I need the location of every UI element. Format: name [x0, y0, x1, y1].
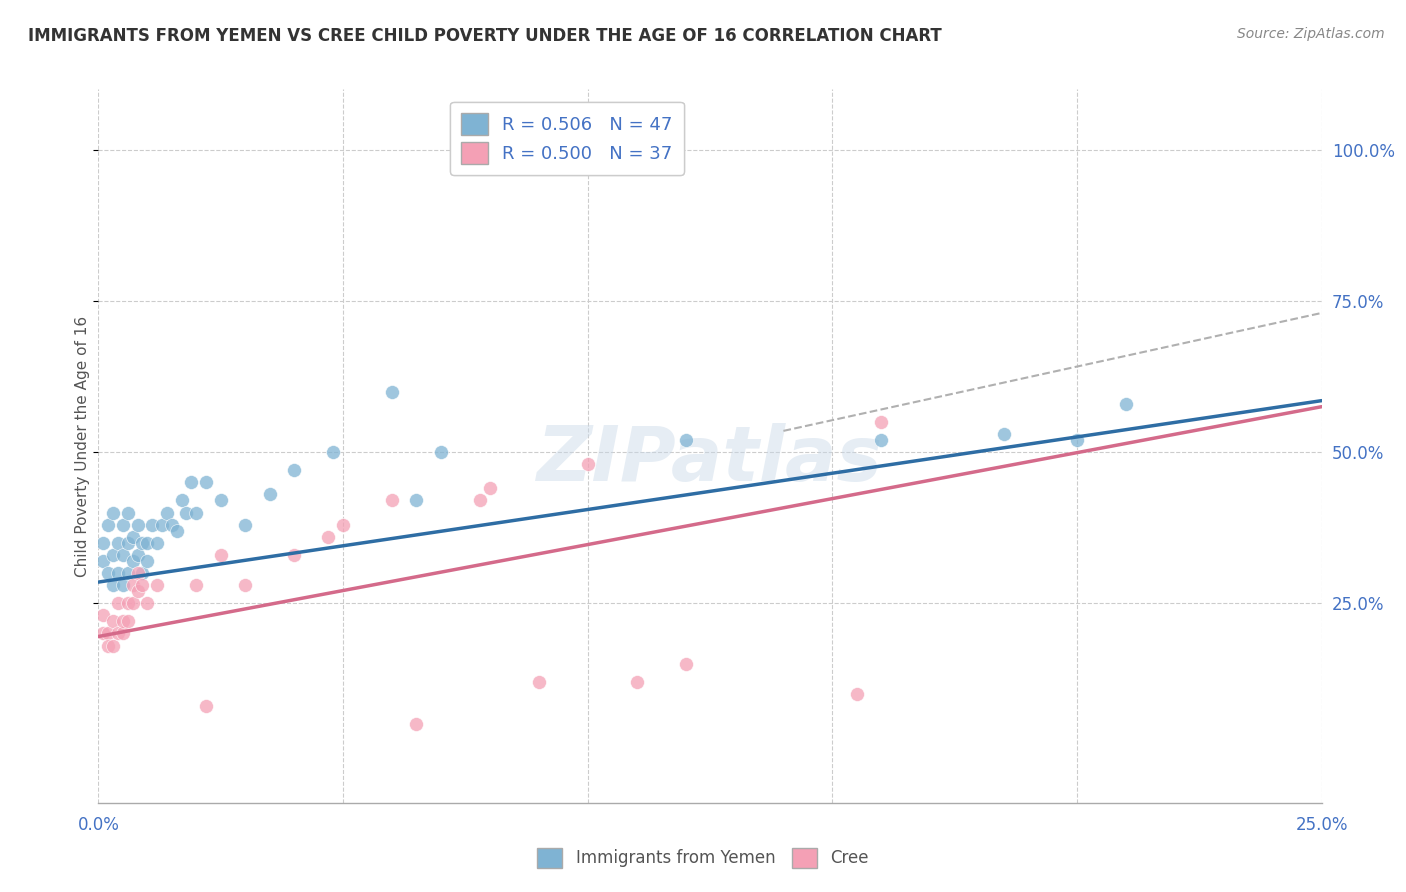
Point: [111, 578, 134, 592]
Point: [195, 699, 218, 714]
Point: [322, 445, 344, 459]
Point: [166, 524, 188, 538]
Legend: Immigrants from Yemen, Cree: Immigrants from Yemen, Cree: [530, 841, 876, 875]
Point: [180, 475, 202, 490]
Point: [527, 674, 550, 689]
Point: [870, 433, 893, 447]
Point: [107, 626, 129, 640]
Point: [91, 626, 114, 640]
Point: [107, 596, 129, 610]
Point: [117, 535, 139, 549]
Point: [283, 548, 305, 562]
Point: [111, 517, 134, 532]
Point: [97, 566, 120, 580]
Point: [405, 493, 427, 508]
Text: IMMIGRANTS FROM YEMEN VS CREE CHILD POVERTY UNDER THE AGE OF 16 CORRELATION CHAR: IMMIGRANTS FROM YEMEN VS CREE CHILD POVE…: [28, 27, 942, 45]
Point: [111, 626, 134, 640]
Point: [870, 415, 893, 429]
Point: [209, 548, 232, 562]
Point: [127, 548, 149, 562]
Point: [117, 566, 139, 580]
Point: [381, 384, 404, 399]
Point: [101, 639, 124, 653]
Point: [156, 506, 179, 520]
Point: [209, 493, 232, 508]
Point: [488, 143, 510, 157]
Point: [233, 578, 256, 592]
Point: [576, 457, 599, 471]
Point: [675, 433, 697, 447]
Point: [97, 626, 120, 640]
Point: [117, 506, 139, 520]
Point: [117, 615, 139, 629]
Point: [160, 517, 183, 532]
Legend: R = 0.506   N = 47, R = 0.500   N = 37: R = 0.506 N = 47, R = 0.500 N = 37: [450, 102, 683, 175]
Point: [91, 608, 114, 623]
Point: [318, 530, 340, 544]
Point: [176, 506, 198, 520]
Y-axis label: Child Poverty Under the Age of 16: Child Poverty Under the Age of 16: [75, 316, 90, 576]
Point: [170, 493, 193, 508]
Point: [1066, 433, 1088, 447]
Point: [121, 596, 143, 610]
Point: [97, 517, 120, 532]
Point: [127, 566, 149, 580]
Point: [111, 615, 134, 629]
Point: [117, 596, 139, 610]
Point: [136, 535, 159, 549]
Point: [195, 475, 218, 490]
Point: [405, 717, 427, 731]
Point: [121, 554, 143, 568]
Point: [993, 426, 1015, 441]
Point: [332, 517, 354, 532]
Point: [146, 535, 169, 549]
Point: [626, 674, 648, 689]
Point: [101, 548, 124, 562]
Point: [131, 566, 153, 580]
Point: [478, 481, 501, 495]
Point: [259, 487, 281, 501]
Point: [150, 517, 173, 532]
Point: [111, 548, 134, 562]
Point: [136, 554, 159, 568]
Point: [101, 506, 124, 520]
Point: [141, 517, 163, 532]
Point: [121, 578, 143, 592]
Text: ZIPatlas: ZIPatlas: [537, 424, 883, 497]
Point: [468, 493, 491, 508]
Point: [1115, 397, 1137, 411]
Point: [101, 578, 124, 592]
Text: Source: ZipAtlas.com: Source: ZipAtlas.com: [1237, 27, 1385, 41]
Point: [146, 578, 169, 592]
Point: [91, 535, 114, 549]
Point: [131, 578, 153, 592]
Point: [107, 535, 129, 549]
Point: [136, 596, 159, 610]
Point: [131, 535, 153, 549]
Point: [121, 530, 143, 544]
Point: [91, 554, 114, 568]
Point: [97, 639, 120, 653]
Point: [127, 517, 149, 532]
Point: [101, 615, 124, 629]
Point: [186, 506, 208, 520]
Point: [283, 463, 305, 477]
Point: [233, 517, 256, 532]
Point: [186, 578, 208, 592]
Point: [845, 687, 868, 701]
Point: [430, 445, 453, 459]
Point: [381, 493, 404, 508]
Point: [675, 657, 697, 671]
Point: [107, 566, 129, 580]
Point: [127, 584, 149, 599]
